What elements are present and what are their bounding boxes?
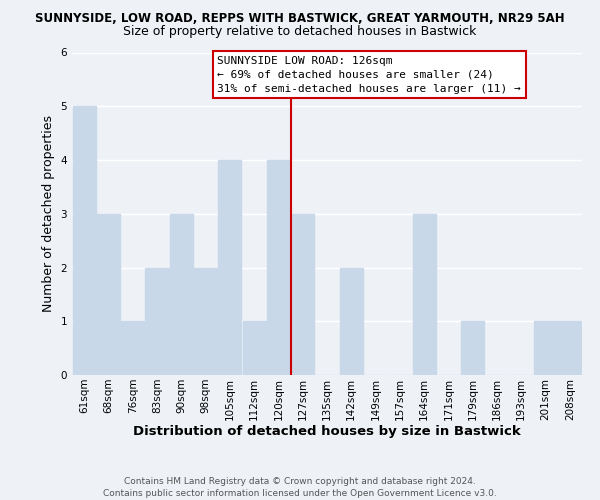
Text: Size of property relative to detached houses in Bastwick: Size of property relative to detached ho… [124, 25, 476, 38]
Text: SUNNYSIDE, LOW ROAD, REPPS WITH BASTWICK, GREAT YARMOUTH, NR29 5AH: SUNNYSIDE, LOW ROAD, REPPS WITH BASTWICK… [35, 12, 565, 26]
Bar [73, 106, 95, 375]
Bar [461, 322, 484, 375]
Bar [97, 214, 120, 375]
Bar [170, 214, 193, 375]
X-axis label: Distribution of detached houses by size in Bastwick: Distribution of detached houses by size … [133, 426, 521, 438]
Bar [340, 268, 363, 375]
Bar [145, 268, 169, 375]
Bar [121, 322, 144, 375]
Bar [267, 160, 290, 375]
Y-axis label: Number of detached properties: Number of detached properties [42, 116, 55, 312]
Bar [534, 322, 557, 375]
Text: SUNNYSIDE LOW ROAD: 126sqm
← 69% of detached houses are smaller (24)
31% of semi: SUNNYSIDE LOW ROAD: 126sqm ← 69% of deta… [217, 56, 521, 94]
Bar [559, 322, 581, 375]
Bar [291, 214, 314, 375]
Bar [413, 214, 436, 375]
Bar [194, 268, 217, 375]
Bar [242, 322, 266, 375]
Bar [218, 160, 241, 375]
Text: Contains HM Land Registry data © Crown copyright and database right 2024.
Contai: Contains HM Land Registry data © Crown c… [103, 476, 497, 498]
